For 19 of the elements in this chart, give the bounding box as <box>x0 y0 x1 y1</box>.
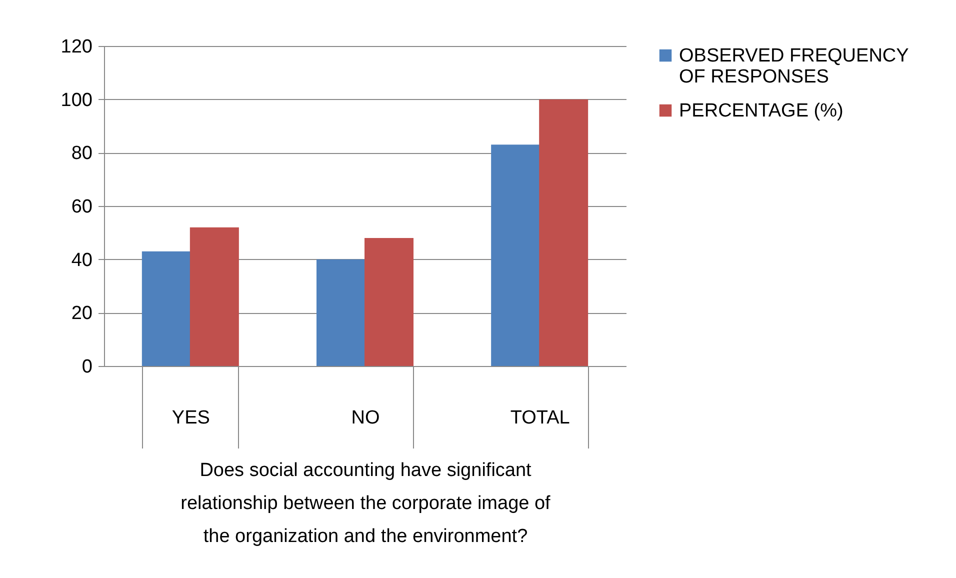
bar <box>364 238 414 366</box>
y-tick-label: 100 <box>60 90 92 111</box>
y-tick-label: 60 <box>71 196 92 218</box>
legend-label: OBSERVED FREQUENCY OF RESPONSES <box>679 46 910 88</box>
x-tick-label: TOTAL <box>510 408 570 428</box>
y-tick-label: 120 <box>60 36 92 58</box>
y-tick-label: 40 <box>71 250 92 271</box>
bar <box>539 99 588 366</box>
x-tick-label: NO <box>351 408 380 428</box>
bar <box>142 251 191 366</box>
bar <box>316 259 366 366</box>
y-tick-label: 80 <box>71 143 92 164</box>
y-tick-label: 0 <box>82 356 92 378</box>
legend-label: PERCENTAGE (%) <box>679 100 844 122</box>
bar <box>190 227 239 366</box>
y-tick-label: 20 <box>71 303 92 324</box>
bar <box>491 144 540 366</box>
x-axis-title: Does social accounting have significant relationship between the corporate image of the organization and the environment? <box>180 460 552 547</box>
x-tick-label: YES <box>172 408 210 428</box>
